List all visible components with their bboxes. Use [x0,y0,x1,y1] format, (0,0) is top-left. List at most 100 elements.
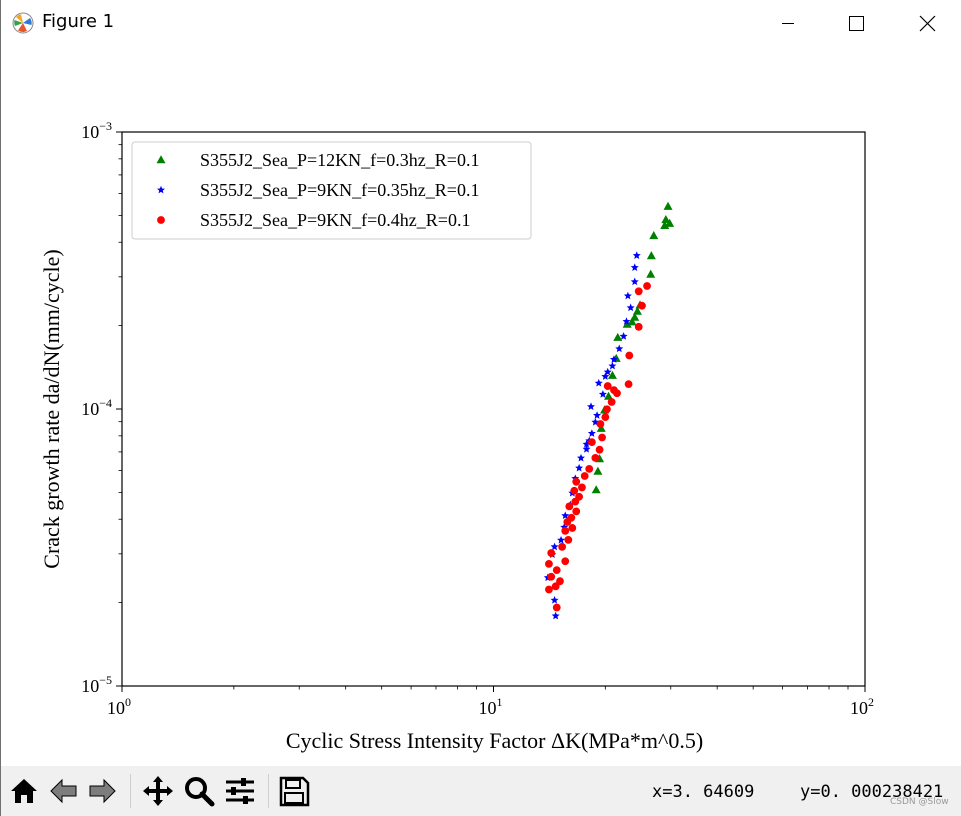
floppy-disk-icon [279,776,310,807]
data-point [610,386,618,395]
data-point [598,433,606,442]
data-point [593,411,602,419]
maximize-icon [849,16,864,31]
data-point [665,218,675,227]
legend-box [131,141,532,240]
data-point [561,557,570,566]
close-icon [919,15,936,32]
minimize-icon [782,23,794,24]
data-point [552,566,561,575]
home-button[interactable] [7,774,41,808]
data-point [596,420,605,428]
window-title: Figure 1 [42,11,115,32]
data-point [624,380,633,388]
data-point [603,382,612,390]
x-tick-label: 102 [850,695,874,718]
data-point [567,513,576,522]
data-point [587,438,596,447]
data-point [615,344,624,353]
matplotlib-logo-icon [12,12,34,34]
data-point [649,230,659,240]
legend-marker [157,185,165,194]
data-point [582,440,591,448]
y-tick-label: 10−5 [81,673,112,696]
title-bar[interactable]: Figure 1 [1,0,961,46]
scatter-chart[interactable]: 100 101 102 10−5 10−4 10−3 Cyclic Stress Inten… [1,46,961,766]
data-point [591,453,600,462]
data-point [557,536,566,544]
data-point [580,472,589,480]
data-point [601,372,610,380]
legend-label: S355J2_Sea_P=9KN_f=0.35hz_R=0.1 [200,180,479,200]
data-point [632,251,641,259]
data-point [558,542,567,551]
save-figure-button[interactable] [277,774,311,808]
data-point [550,596,559,604]
data-point [627,317,637,326]
data-point [609,355,618,363]
data-point [596,423,606,432]
data-point [564,535,573,544]
zoom-button[interactable] [182,774,216,808]
data-point [632,306,642,315]
data-point [561,511,570,520]
data-point [594,378,603,387]
data-point [598,390,607,398]
forward-button[interactable] [85,774,119,808]
data-point [591,485,601,494]
y-tick-label: 10−3 [81,119,112,142]
data-point [603,367,612,376]
maximize-button[interactable] [826,0,886,46]
data-point [626,303,635,312]
data-series-1 [591,201,675,494]
data-point [661,214,671,224]
data-point [604,391,614,400]
data-point [608,361,617,370]
figure-canvas[interactable]: 100 101 102 10−5 10−4 10−3 Cyclic Stress Inten… [1,46,961,766]
data-point [595,445,604,454]
data-point [547,572,556,581]
data-point [572,507,581,516]
toolbar-separator [268,774,269,808]
minimize-button[interactable] [758,0,818,46]
cursor-y-readout: y=0. 000238421 [800,782,944,802]
data-point [593,466,603,475]
data-series-2 [543,251,641,620]
legend-marker [156,155,166,164]
data-point [582,444,591,453]
data-point [572,477,581,486]
legend: S355J2_Sea_P=12KN_f=0.3hz_R=0.1 S355J2_Se… [131,141,532,240]
toolbar-separator [130,774,131,808]
data-point [545,585,553,594]
data-point [585,464,594,473]
x-axis-label: Cyclic Stress Intensity Factor ΔK(MPa*m^… [286,728,703,753]
data-point [646,251,656,260]
close-button[interactable] [898,0,958,46]
data-point [577,453,585,462]
y-axis-label: Crack growth rate da/dN(mm/cycle) [39,249,64,568]
data-point [607,398,616,406]
data-point [630,277,639,286]
navigation-toolbar [1,766,961,816]
back-button[interactable] [47,774,81,808]
data-point [547,549,556,557]
x-tick-label: 100 [107,695,131,718]
data-point [587,429,596,437]
watermark-text: CSDN @Slow [890,797,949,807]
legend-label: S355J2_Sea_P=12KN_f=0.3hz_R=0.1 [200,150,479,170]
configure-subplots-button[interactable] [223,774,257,808]
data-point [607,370,617,379]
legend-marker [157,216,165,224]
y-tick-label: 10−4 [81,396,112,419]
data-point [551,611,560,620]
data-series-3 [545,282,651,612]
data-point [613,332,623,341]
data-point [568,524,577,532]
data-point [578,483,586,492]
data-point [601,413,610,421]
data-point [575,463,584,472]
data-point [630,312,640,321]
sliders-icon [226,778,254,804]
pan-button[interactable] [141,774,175,808]
